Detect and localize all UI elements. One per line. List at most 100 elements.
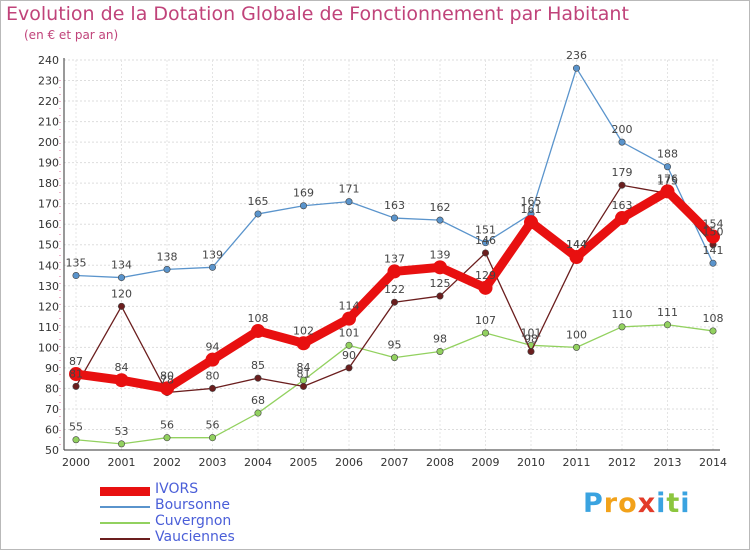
brand-letter: t — [666, 488, 681, 519]
data-point-boursonne — [163, 265, 171, 273]
data-label-boursonne: 151 — [475, 224, 496, 237]
data-label-cuvergnon: 100 — [566, 328, 587, 341]
data-point-ivors — [114, 373, 129, 388]
data-point-ivors — [615, 211, 629, 226]
data-point-ivors — [706, 229, 720, 244]
x-tick-label: 2003 — [199, 456, 227, 469]
data-label-cuvergnon: 101 — [521, 326, 542, 339]
brand-logo: Proxiti — [583, 488, 691, 519]
data-label-ivors: 137 — [384, 252, 405, 265]
data-label-cuvergnon: 101 — [339, 326, 360, 339]
y-tick-label: 180 — [38, 177, 59, 190]
y-tick-label: 190 — [38, 157, 59, 170]
labels-boursonne: 135 134 138 139 165 169 171 163 162 151 165 236 200 1… — [66, 49, 724, 271]
data-label-boursonne: 135 — [66, 257, 87, 270]
data-point-boursonne — [390, 214, 398, 222]
y-tick-label: 170 — [38, 198, 59, 211]
data-point-cuvergnon — [72, 436, 80, 444]
y-tick-label: 100 — [38, 341, 59, 354]
data-point-ivors — [342, 311, 356, 326]
data-label-cuvergnon: 68 — [251, 394, 265, 407]
data-point-boursonne — [118, 274, 126, 282]
data-point-boursonne — [254, 210, 262, 218]
data-point-vauciennes — [254, 374, 262, 382]
data-label-boursonne: 188 — [657, 148, 678, 161]
data-label-ivors: 84 — [115, 361, 129, 374]
data-label-vauciennes: 98 — [524, 332, 538, 345]
data-label-vauciennes: 81 — [69, 367, 83, 380]
y-tick-label: 150 — [38, 239, 59, 252]
y-tick-label: 70 — [45, 403, 59, 416]
y-tick-label: 120 — [38, 300, 59, 313]
data-point-ivors — [387, 264, 402, 279]
y-tick-label: 60 — [45, 423, 59, 436]
data-label-cuvergnon: 84 — [297, 361, 311, 374]
data-point-boursonne — [572, 64, 580, 72]
data-label-cuvergnon: 56 — [160, 419, 174, 432]
data-point-ivors — [160, 381, 174, 396]
data-point-ivors — [69, 367, 83, 382]
data-label-ivors: 80 — [160, 369, 174, 382]
data-point-cuvergnon — [390, 354, 398, 362]
data-label-cuvergnon: 56 — [206, 419, 220, 432]
brand-letter: i — [680, 488, 691, 519]
y-tick-label: 220 — [38, 95, 59, 108]
labels-ivors: 87 84 80 94 108 102 114 137 139 129 161 144 163 176 15… — [69, 172, 724, 382]
y-tick-label: 200 — [38, 136, 59, 149]
data-point-cuvergnon — [663, 321, 671, 329]
data-point-ivors — [251, 323, 265, 338]
x-tick-label: 2013 — [654, 456, 682, 469]
data-label-cuvergnon: 111 — [657, 306, 678, 319]
data-label-boursonne: 139 — [202, 248, 223, 261]
brand-letter: P — [583, 488, 604, 519]
data-label-vauciennes: 80 — [206, 369, 220, 382]
data-point-vauciennes — [299, 382, 307, 390]
data-point-cuvergnon — [254, 409, 262, 417]
data-label-ivors: 154 — [703, 218, 724, 231]
y-tick-label: 130 — [38, 280, 59, 293]
x-tick-label: 2002 — [153, 456, 181, 469]
data-label-ivors: 102 — [293, 324, 314, 337]
legend-swatch-boursonne — [100, 506, 150, 508]
data-label-boursonne: 171 — [339, 183, 360, 196]
y-tick-label: 160 — [38, 218, 59, 231]
data-label-vauciennes: 90 — [342, 349, 356, 362]
data-point-boursonne — [618, 138, 626, 146]
data-label-cuvergnon: 98 — [433, 332, 447, 345]
brand-letter: o — [618, 488, 638, 519]
data-point-cuvergnon — [163, 434, 171, 442]
data-point-boursonne — [663, 163, 671, 171]
data-label-vauciennes: 122 — [384, 283, 405, 296]
data-label-vauciennes: 179 — [612, 166, 633, 179]
data-label-boursonne: 141 — [703, 244, 724, 257]
data-point-boursonne — [299, 202, 307, 210]
data-point-vauciennes — [618, 181, 626, 189]
data-label-boursonne: 165 — [521, 195, 542, 208]
data-point-ivors — [296, 336, 311, 351]
chart-title: Evolution de la Dotation Globale de Fonc… — [6, 3, 629, 25]
data-label-ivors: 114 — [339, 300, 360, 313]
legend-label-boursonne: Boursonne — [155, 497, 231, 513]
data-point-boursonne — [345, 198, 353, 206]
y-tick-label: 80 — [45, 382, 59, 395]
series-ivors — [69, 184, 720, 396]
chart-subtitle: (en € et par an) — [24, 28, 119, 42]
data-label-cuvergnon: 107 — [475, 314, 496, 327]
data-label-vauciennes: 85 — [251, 359, 265, 372]
data-label-vauciennes: 81 — [297, 367, 311, 380]
data-point-cuvergnon — [618, 323, 626, 331]
data-label-ivors: 176 — [657, 172, 678, 185]
data-label-vauciennes: 78 — [160, 374, 174, 387]
data-point-vauciennes — [527, 347, 535, 355]
data-point-ivors — [433, 260, 447, 275]
y-tick-label: 140 — [38, 259, 59, 272]
data-label-boursonne: 134 — [111, 259, 132, 272]
data-point-vauciennes — [72, 382, 80, 390]
data-point-ivors — [660, 184, 675, 199]
data-point-boursonne — [436, 216, 444, 224]
x-tick-label: 2010 — [517, 456, 545, 469]
legend-swatch-ivors — [100, 487, 150, 496]
data-point-vauciennes — [390, 298, 398, 306]
